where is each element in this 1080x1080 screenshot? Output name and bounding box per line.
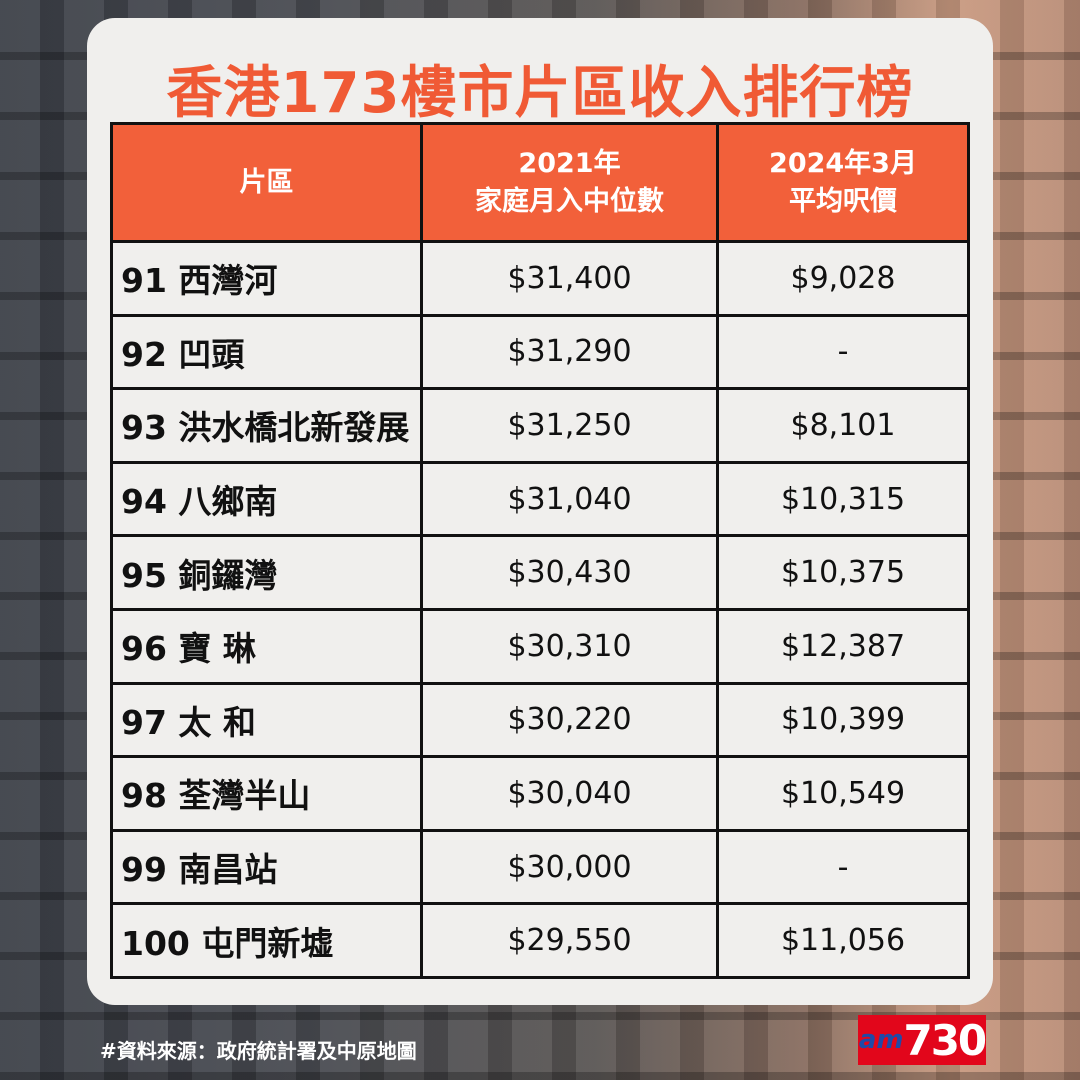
header-income-year: 2021年 — [518, 147, 621, 179]
header-price-date: 2024年3月 — [769, 147, 917, 179]
price-cell: $10,399 — [716, 681, 970, 759]
ranking-table: 片區 2021年家庭月入中位數 2024年3月 平均呎價 91 西灣河 $31,40… — [110, 122, 970, 979]
table-row: 96 寶 琳 $30,310 $12,387 — [110, 607, 970, 685]
area-cell: 93 洪水橋北新發展 — [110, 387, 423, 464]
header-income: 2021年家庭月入中位數 — [420, 122, 719, 243]
table-row: 92 凹頭 $31,290- — [110, 313, 970, 391]
area-cell: 94 八鄉南 — [110, 460, 423, 538]
price-cell: - — [716, 828, 970, 906]
income-cell: $31,290 — [420, 313, 719, 391]
area-cell: 100 屯門新墟 — [110, 902, 423, 979]
header-price-label: 平均呎價 — [789, 185, 897, 217]
price-cell: $10,549 — [716, 755, 970, 832]
price-cell: $10,375 — [716, 534, 970, 611]
income-cell: $30,000 — [420, 828, 719, 906]
table-header-row: 片區 2021年家庭月入中位數 2024年3月 平均呎價 — [110, 122, 970, 243]
area-cell: 96 寶 琳 — [110, 607, 423, 685]
table-row: 99 南昌站 $30,000- — [110, 828, 970, 906]
table-row: 97 太 和 $30,220 $10,399 — [110, 681, 970, 759]
income-cell: $31,400 — [420, 240, 719, 317]
income-cell: $30,430 — [420, 534, 719, 611]
header-income-label: 家庭月入中位數 — [475, 185, 664, 217]
price-cell: $10,315 — [716, 460, 970, 538]
am730-logo: am 730 — [858, 1015, 987, 1065]
logo-number: 730 — [903, 1015, 987, 1065]
area-cell: 91 西灣河 — [110, 240, 423, 317]
logo-prefix: am — [858, 1025, 904, 1055]
table-row: 91 西灣河 $31,400 $9,028 — [110, 240, 970, 317]
table-row: 100 屯門新墟 $29,550 $11,056 — [110, 902, 970, 979]
income-cell: $31,040 — [420, 460, 719, 538]
table-row: 98 荃灣半山 $30,040 $10,549 — [110, 755, 970, 832]
price-cell: $8,101 — [716, 387, 970, 464]
table-row: 95 銅鑼灣 $30,430 $10,375 — [110, 534, 970, 611]
source-note: #資料來源：政府統計署及中原地圖 — [100, 1039, 417, 1063]
price-cell: $9,028 — [716, 240, 970, 317]
price-cell: - — [716, 313, 970, 391]
income-cell: $30,220 — [420, 681, 719, 759]
area-cell: 99 南昌站 — [110, 828, 423, 906]
header-price: 2024年3月 平均呎價 — [716, 122, 970, 243]
header-area: 片區 — [110, 122, 423, 243]
income-cell: $30,310 — [420, 607, 719, 685]
price-cell: $12,387 — [716, 607, 970, 685]
ranking-card: 香港173樓市片區收入排行榜 片區 2021年家庭月入中位數 2024年3月 平均… — [87, 18, 993, 1005]
table-row: 93 洪水橋北新發展 $31,250 $8,101 — [110, 387, 970, 464]
area-cell: 98 荃灣半山 — [110, 755, 423, 832]
income-cell: $29,550 — [420, 902, 719, 979]
income-cell: $30,040 — [420, 755, 719, 832]
area-cell: 97 太 和 — [110, 681, 423, 759]
area-cell: 92 凹頭 — [110, 313, 423, 391]
price-cell: $11,056 — [716, 902, 970, 979]
page-title: 香港173樓市片區收入排行榜 — [166, 61, 914, 126]
area-cell: 95 銅鑼灣 — [110, 534, 423, 611]
table-row: 94 八鄉南 $31,040 $10,315 — [110, 460, 970, 538]
income-cell: $31,250 — [420, 387, 719, 464]
